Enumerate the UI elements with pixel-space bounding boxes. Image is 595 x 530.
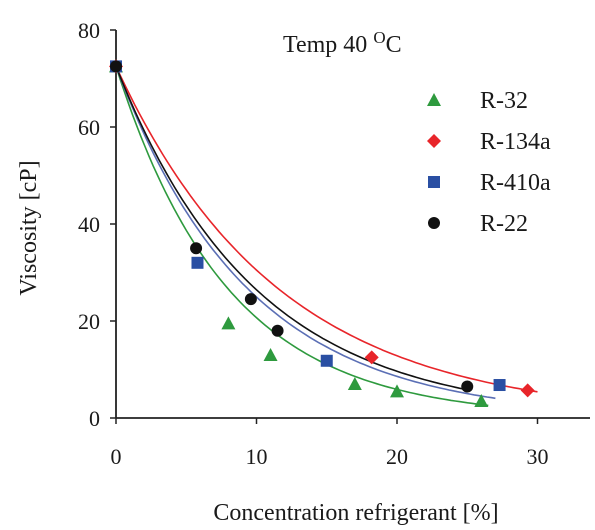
- data-point-r-134a: [364, 350, 379, 365]
- data-point-r-32: [347, 377, 362, 391]
- data-point-r-410a: [320, 354, 333, 367]
- x-ticks: 0 10 20 30: [111, 418, 549, 469]
- legend-label-r-32: R-32: [480, 88, 528, 114]
- y-tick-label: 20: [78, 309, 100, 334]
- legend-label-r-134a: R-134a: [480, 129, 551, 155]
- legend-marker-r-22: [428, 217, 440, 229]
- data-markers: [109, 59, 535, 408]
- legend-marker-r-134a: [427, 134, 441, 148]
- data-point-r-32: [474, 394, 489, 408]
- plot-area: 0 10 20 30 0 20 40 60 80: [78, 18, 590, 469]
- fit-curve-r-22: [115, 66, 468, 391]
- legend-label-r-410a: R-410a: [480, 170, 551, 196]
- y-ticks: 0 20 40 60 80: [78, 18, 116, 431]
- x-tick-label: 30: [527, 444, 549, 469]
- y-tick-label: 80: [78, 18, 100, 43]
- y-tick-label: 0: [89, 406, 100, 431]
- x-axis-label: Concentration refrigerant [%]: [213, 500, 498, 526]
- y-tick-label: 60: [78, 115, 100, 140]
- fit-curve-r-410a: [115, 66, 496, 400]
- annotation-text: Temp 40: [283, 32, 373, 58]
- y-tick-label: 40: [78, 212, 100, 237]
- data-point-r-32: [263, 347, 278, 361]
- fit-lines: [115, 66, 538, 407]
- data-point-r-410a: [191, 256, 204, 269]
- fit-curve-r-134a: [115, 66, 538, 393]
- legend-marker-r-410a: [428, 176, 440, 188]
- data-point-r-22: [271, 324, 284, 337]
- data-point-r-134a: [520, 383, 535, 398]
- annotation-unit: C: [386, 32, 402, 58]
- data-point-r-22: [190, 242, 203, 255]
- data-point-r-22: [244, 293, 257, 306]
- annotation-sup: O: [373, 28, 385, 47]
- x-tick-label: 20: [386, 444, 408, 469]
- x-tick-label: 0: [111, 444, 122, 469]
- legend: R-32 R-134a R-410a R-22: [427, 88, 551, 237]
- legend-label-r-22: R-22: [480, 211, 528, 237]
- data-point-r-22: [110, 60, 122, 73]
- data-point-r-32: [390, 384, 404, 398]
- legend-marker-r-32: [427, 93, 441, 106]
- y-axis-label: Viscosity [cP]: [16, 160, 42, 295]
- data-point-r-22: [461, 380, 474, 393]
- x-tick-label: 10: [246, 444, 268, 469]
- data-point-r-32: [221, 316, 236, 330]
- fit-curve-r-32: [115, 66, 489, 407]
- data-point-r-410a: [493, 379, 506, 392]
- annotation: Temp 40 OC: [283, 28, 402, 58]
